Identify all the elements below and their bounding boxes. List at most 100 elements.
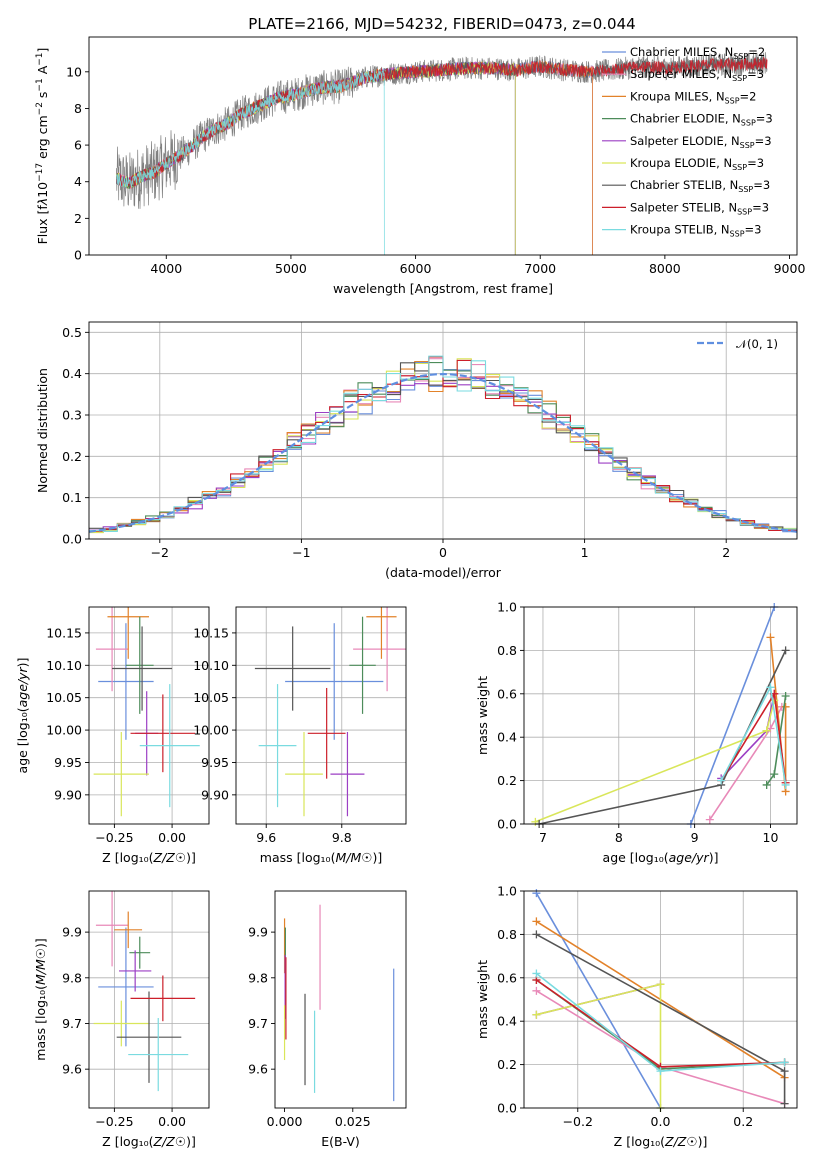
y-tick-label: 0.2 bbox=[62, 449, 82, 464]
x-tick-label: 6000 bbox=[400, 261, 432, 276]
x-tick-label: 8000 bbox=[649, 261, 681, 276]
mass-weight-marker bbox=[781, 780, 790, 789]
y-tick-label: 9.7 bbox=[62, 1016, 82, 1031]
x-axis-label: mass [log₁₀(M/M☉)] bbox=[260, 850, 382, 865]
y-tick-label: 0.1 bbox=[62, 490, 82, 505]
weight-vs-metallicity-panel: −0.2 0.0 0.2 0.0 0.2 0.4 0.6 0.8 1.0 Z [log₁₀(Z/Z… bbox=[475, 884, 798, 1149]
x-axis-label: Z [log₁₀(Z/Z☉)] bbox=[102, 850, 196, 865]
y-tick-label: 9.6 bbox=[248, 1062, 268, 1077]
y-axis-label: Flux [fλ10−17 erg cm−2 s−1 A−1] bbox=[35, 48, 50, 245]
spectrum-panel: 4000 5000 6000 7000 8000 9000 0 2 4 6 8 10 wavelengt… bbox=[35, 36, 805, 296]
residual-histogram bbox=[89, 355, 797, 533]
y-tick-label: 10.00 bbox=[193, 723, 229, 738]
y-axis-label: mass [log₁₀(M/M☉)] bbox=[33, 938, 48, 1060]
legend-entry: Chabrier MILES, NSSP=2 bbox=[630, 45, 765, 61]
y-tick-label: 0.0 bbox=[497, 817, 517, 832]
x-axis-label: (data-model)/error bbox=[385, 565, 502, 580]
y-tick-label: 4 bbox=[74, 174, 82, 189]
y-tick-label: 9.9 bbox=[248, 925, 268, 940]
x-tick-label: 0.0 bbox=[651, 1114, 671, 1129]
residual-histogram bbox=[89, 360, 797, 533]
mass-weight-marker bbox=[532, 930, 541, 939]
x-tick-label: 9.6 bbox=[256, 830, 276, 845]
x-axis-label: age [log₁₀(age/yr)] bbox=[603, 850, 719, 865]
axes-frame bbox=[88, 606, 210, 825]
mass-vs-metallicity-panel: −0.25 0.00 9.6 9.7 9.8 9.9 Z [log₁₀(Z/Z☉)] mass… bbox=[33, 890, 210, 1149]
x-tick-label: −0.2 bbox=[563, 1114, 593, 1129]
mass-weight-marker bbox=[656, 980, 665, 989]
y-tick-label: 10.05 bbox=[46, 690, 82, 705]
x-tick-label: −0.25 bbox=[95, 1114, 133, 1129]
legend-entry: Kroupa ELODIE, NSSP=3 bbox=[630, 156, 764, 172]
axes-frame bbox=[88, 36, 798, 256]
legend-entry: 𝒩(0, 1) bbox=[736, 337, 778, 351]
y-tick-label: 8 bbox=[74, 101, 82, 116]
age-vs-metallicity-panel: −0.25 0.00 9.90 9.95 10.00 10.05 10.10 10.15 Z [… bbox=[15, 606, 210, 865]
y-tick-label: 0.0 bbox=[497, 1101, 517, 1116]
x-tick-label: 4000 bbox=[150, 261, 182, 276]
x-axis-label: Z [log₁₀(Z/Z☉)] bbox=[614, 1134, 708, 1149]
axes-frame bbox=[88, 890, 210, 1109]
x-tick-label: −0.25 bbox=[95, 830, 133, 845]
y-tick-label: 9.95 bbox=[54, 755, 82, 770]
y-tick-label: 1.0 bbox=[497, 884, 517, 899]
mass-weight-marker bbox=[717, 776, 726, 785]
x-tick-label: 5000 bbox=[275, 261, 307, 276]
y-tick-label: 9.90 bbox=[54, 787, 82, 802]
x-tick-label: 8 bbox=[615, 830, 623, 845]
legend-entry: Chabrier STELIB, NSSP=3 bbox=[630, 178, 770, 194]
x-axis-label: Z [log₁₀(Z/Z☉)] bbox=[102, 1134, 196, 1149]
mass-weight-marker bbox=[766, 633, 775, 642]
mass-weight-marker bbox=[781, 646, 790, 655]
y-tick-label: 9.95 bbox=[201, 755, 229, 770]
y-tick-label: 10 bbox=[66, 64, 82, 79]
legend-entry: Kroupa MILES, NSSP=2 bbox=[630, 89, 756, 105]
x-tick-label: 0.025 bbox=[335, 1114, 371, 1129]
mass-vs-ebv-panel: 0.000 0.025 9.6 9.7 9.8 9.9 E(B-V) bbox=[248, 890, 407, 1149]
y-tick-label: 9.6 bbox=[62, 1062, 82, 1077]
y-tick-label: 9.90 bbox=[201, 787, 229, 802]
y-axis-label: mass weight bbox=[475, 676, 490, 755]
legend-entry: Kroupa STELIB, NSSP=3 bbox=[630, 223, 761, 239]
legend-entry: Salpeter ELODIE, NSSP=3 bbox=[630, 134, 772, 150]
y-tick-label: 0.0 bbox=[62, 532, 82, 547]
x-tick-label: 7000 bbox=[524, 261, 556, 276]
age-vs-mass-panel: 9.6 9.8 9.90 9.95 10.00 10.05 10.10 10.15 mass [… bbox=[193, 606, 407, 865]
mass-weight-marker bbox=[780, 1058, 789, 1067]
y-tick-label: 0.3 bbox=[62, 408, 82, 423]
mass-weight-marker bbox=[781, 702, 790, 711]
y-tick-label: 0.4 bbox=[497, 1014, 517, 1029]
y-tick-label: 0.2 bbox=[497, 773, 517, 788]
y-tick-label: 9.8 bbox=[62, 970, 82, 985]
x-axis-label: wavelength [Angstrom, rest frame] bbox=[333, 281, 553, 296]
x-tick-label: 10 bbox=[763, 830, 779, 845]
y-tick-label: 10.15 bbox=[193, 625, 229, 640]
y-tick-label: 0.4 bbox=[497, 730, 517, 745]
y-tick-label: 9.9 bbox=[62, 925, 82, 940]
y-tick-label: 0 bbox=[74, 248, 82, 263]
x-tick-label: −2 bbox=[151, 545, 169, 560]
model-spectrum bbox=[116, 68, 385, 256]
legend-entry: Salpeter STELIB, NSSP=3 bbox=[630, 200, 769, 216]
y-tick-label: 0.6 bbox=[497, 686, 517, 701]
mass-weight-marker bbox=[705, 815, 714, 824]
x-tick-label: 7 bbox=[539, 830, 547, 845]
mass-weight-marker bbox=[656, 1067, 665, 1076]
mass-weight-marker bbox=[766, 683, 775, 692]
y-tick-label: 10.00 bbox=[46, 723, 82, 738]
y-tick-label: 0.5 bbox=[62, 325, 82, 340]
y-tick-label: 0.8 bbox=[497, 927, 517, 942]
mass-weight-marker bbox=[781, 691, 790, 700]
mass-weight-marker bbox=[770, 770, 779, 779]
mass-weight-marker bbox=[762, 780, 771, 789]
y-tick-label: 2 bbox=[74, 211, 82, 226]
x-tick-label: 9 bbox=[691, 830, 699, 845]
mass-weight-line bbox=[709, 706, 783, 821]
x-tick-label: 0.2 bbox=[733, 1114, 753, 1129]
mass-weight-marker bbox=[532, 917, 541, 926]
x-tick-label: 0 bbox=[439, 545, 447, 560]
mass-weight-marker bbox=[780, 1099, 789, 1108]
mass-weight-marker bbox=[780, 1067, 789, 1076]
y-tick-label: 0.6 bbox=[497, 970, 517, 985]
